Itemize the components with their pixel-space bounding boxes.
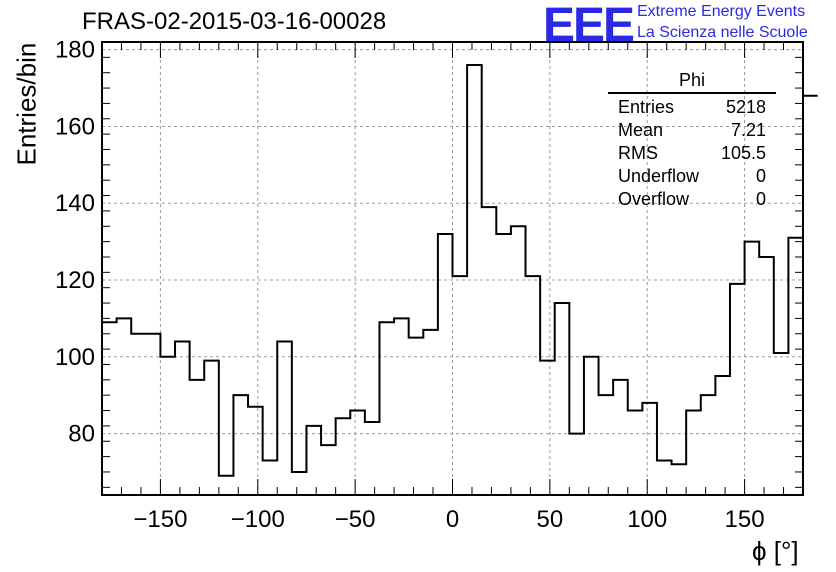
histogram-bin (131, 334, 146, 495)
histogram-bin (438, 234, 453, 495)
stats-row-rms: RMS 105.5 (608, 142, 776, 165)
x-tick-label: −150 (133, 506, 187, 533)
stats-row-mean: Mean 7.21 (608, 119, 776, 142)
histogram-series-line (102, 64, 818, 477)
stats-value: 0 (755, 166, 766, 186)
histogram-bin (715, 376, 730, 495)
histogram-bin (453, 276, 468, 495)
histogram-bin (365, 422, 380, 495)
histogram-bin (569, 434, 584, 495)
histogram-bin (350, 411, 365, 495)
histogram-bin (774, 353, 789, 495)
x-tick-label: 150 (725, 506, 765, 533)
stats-label: Entries (618, 97, 675, 117)
stats-row-entries: Entries 5218 (608, 96, 776, 119)
stats-label: Overflow (618, 189, 690, 209)
stats-row-underflow: Underflow 0 (608, 165, 776, 188)
histogram-bin (759, 257, 774, 495)
x-tick-label: −100 (231, 506, 285, 533)
histogram-bin (540, 361, 555, 495)
histogram-bin (613, 380, 628, 495)
stats-label: RMS (618, 143, 658, 163)
stats-value: 0 (755, 189, 766, 209)
histogram-bin (555, 303, 570, 495)
histogram-bin (204, 361, 219, 495)
histogram-bin (467, 65, 482, 495)
histogram-bin (423, 330, 438, 495)
histogram-bin (379, 322, 394, 495)
logo-subtitle-line1: Extreme Energy Events (637, 3, 806, 20)
stats-label: Underflow (618, 166, 700, 186)
y-tick-label: 80 (68, 421, 95, 448)
stats-value: 5218 (725, 97, 766, 117)
logo-subtitle-line2: La Scienza nelle Scuole (637, 24, 808, 41)
histogram-bin (642, 403, 657, 495)
x-tick-label: 50 (537, 506, 564, 533)
histogram-bin (292, 472, 307, 495)
histogram-bin (657, 460, 672, 495)
histogram-bin (730, 284, 745, 495)
x-tick-label: −50 (335, 506, 376, 533)
histogram-bin (336, 418, 351, 495)
stats-row-overflow: Overflow 0 (608, 188, 776, 211)
histogram-bin (394, 318, 409, 495)
histogram-bin (190, 380, 205, 495)
y-tick-label: 180 (55, 37, 95, 64)
histogram-bin (117, 318, 132, 495)
y-tick-label: 140 (55, 190, 95, 217)
histogram-bin (599, 395, 614, 495)
histogram-bin (146, 334, 161, 495)
y-tick-label: 100 (55, 344, 95, 371)
histogram-bin (496, 234, 511, 495)
histogram-bin (175, 341, 190, 495)
histogram-bin (584, 357, 599, 495)
histogram-bin (686, 411, 701, 495)
stats-title: Phi (608, 70, 776, 94)
histogram-bin (277, 341, 292, 495)
stats-label: Mean (618, 120, 664, 140)
histogram-bin (511, 226, 526, 495)
histogram-bin (102, 322, 117, 495)
chart-title: FRAS-02-2015-03-16-00028 (82, 8, 387, 35)
histogram-bin (263, 460, 278, 495)
stats-box: Phi Entries 5218 Mean 7.21 RMS 105.5 Und… (608, 70, 776, 211)
histogram-bin (219, 476, 234, 495)
x-tick-label: 100 (627, 506, 667, 533)
histogram-bin (672, 464, 687, 495)
x-tick-label: 0 (446, 506, 459, 533)
y-tick-label: 120 (55, 267, 95, 294)
histogram-bin (526, 276, 541, 495)
histogram-bin (306, 426, 321, 495)
histogram-bin (803, 96, 818, 495)
y-tick-label: 160 (55, 113, 95, 140)
histogram-bin (321, 445, 336, 495)
histogram-bin (409, 338, 424, 495)
x-axis-label: ϕ [°] (752, 536, 799, 566)
stats-value: 7.21 (730, 120, 766, 140)
histogram-bin (745, 242, 760, 495)
histogram-bin (160, 357, 175, 495)
histogram-bin (233, 395, 248, 495)
histogram-bin (701, 395, 716, 495)
stats-value: 105.5 (720, 143, 766, 163)
histogram-bin (482, 207, 497, 495)
histogram-bin (248, 407, 263, 495)
histogram-bin (628, 411, 643, 495)
